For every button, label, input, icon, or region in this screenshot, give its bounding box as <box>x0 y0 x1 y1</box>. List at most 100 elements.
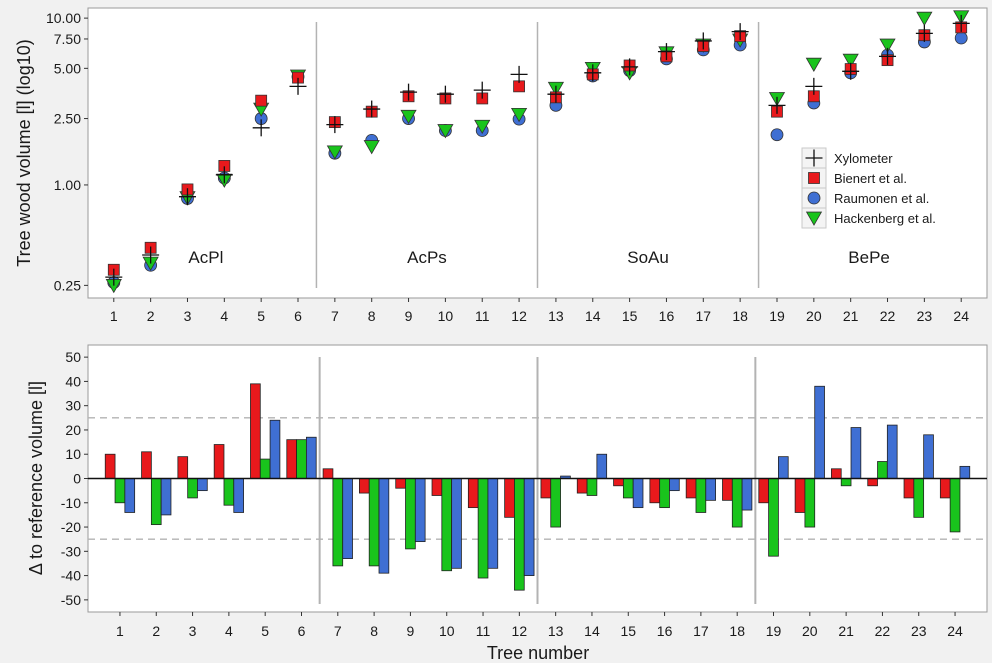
bar <box>504 478 515 518</box>
bar <box>233 478 244 513</box>
bar <box>632 478 644 509</box>
group-label: SoAu <box>627 248 669 267</box>
bar <box>886 424 898 479</box>
x-tick-label: 21 <box>843 308 859 324</box>
x-tick-label: 10 <box>439 623 455 639</box>
x-tick-label: 11 <box>476 623 491 639</box>
top-group-labels: AcPl AcPs SoAu BePe <box>188 248 889 267</box>
bar <box>259 458 271 479</box>
plus-marker <box>252 119 270 137</box>
triangle-marker <box>363 140 380 155</box>
bar <box>414 478 426 543</box>
bar <box>141 451 152 479</box>
x-tick-label: 1 <box>110 308 118 324</box>
x-tick-label: 12 <box>512 623 528 639</box>
bar <box>596 453 608 479</box>
bar <box>368 478 380 567</box>
bar <box>613 478 624 487</box>
y-tick-label: 0.25 <box>54 277 81 293</box>
bar <box>685 478 697 499</box>
bottom-group-separators <box>318 357 757 604</box>
x-tick-label: 20 <box>802 623 818 639</box>
y-tick-label: 1.00 <box>54 177 81 193</box>
top-y-axis-title: Tree wood volume [l] (log10) <box>14 39 34 266</box>
legend-label: Xylometer <box>834 151 893 166</box>
bottom-y-axis: -50 -40 -30 -20 -10 0 10 20 30 40 50 <box>61 349 88 608</box>
bar <box>622 478 634 499</box>
y-tick-label: -10 <box>61 495 81 511</box>
plus-marker <box>842 62 860 80</box>
x-tick-label: 9 <box>405 308 413 324</box>
plus-marker <box>768 96 786 114</box>
x-tick-label: 15 <box>620 623 636 639</box>
x-tick-label: 10 <box>438 308 454 324</box>
x-tick-label: 13 <box>548 308 564 324</box>
x-tick-label: 15 <box>622 308 638 324</box>
y-tick-label: 7.50 <box>54 31 81 47</box>
bar <box>451 478 462 569</box>
bar <box>114 478 126 504</box>
x-tick-label: 18 <box>732 308 748 324</box>
y-tick-label: 10.00 <box>46 10 81 26</box>
triangle-marker <box>437 124 454 139</box>
bar <box>923 434 934 479</box>
y-tick-label: 0 <box>73 471 81 487</box>
x-tick-label: 16 <box>659 308 675 324</box>
y-tick-label: -40 <box>61 568 81 584</box>
plus-marker <box>436 85 454 103</box>
bar <box>731 478 743 528</box>
x-tick-label: 16 <box>657 623 673 639</box>
x-tick-label: 21 <box>838 623 854 639</box>
plus-marker <box>326 116 344 134</box>
plus-marker <box>178 188 196 206</box>
x-tick-label: 17 <box>696 308 712 324</box>
bar <box>913 478 925 518</box>
bar-series-bienert-et-al <box>104 383 951 518</box>
circle-marker <box>807 191 821 205</box>
bar <box>160 478 172 516</box>
bar <box>903 478 915 499</box>
x-tick-label: 7 <box>334 623 342 639</box>
bar <box>342 478 353 559</box>
plus-marker <box>621 58 639 76</box>
x-tick-label: 22 <box>875 623 891 639</box>
plus-marker <box>473 81 491 99</box>
bar <box>177 456 189 479</box>
square-marker <box>255 94 268 107</box>
bar <box>359 478 370 494</box>
bar-series-hackenberg-et-al <box>114 439 961 591</box>
bottom-x-axis-title: Tree number <box>487 643 589 663</box>
x-tick-label: 11 <box>475 308 490 324</box>
triangle-marker <box>805 57 822 72</box>
circle-marker <box>770 128 784 142</box>
bar <box>124 478 136 513</box>
y-tick-label: 5.00 <box>54 60 81 76</box>
bar <box>332 478 344 567</box>
bar <box>523 478 535 576</box>
legend-label: Bienert et al. <box>834 171 907 186</box>
bar <box>305 436 317 479</box>
bar <box>296 439 307 479</box>
bar <box>104 453 116 479</box>
group-label: AcPl <box>188 248 223 267</box>
x-tick-label: 8 <box>370 623 378 639</box>
bar-series-raumonen-et-al <box>124 385 971 576</box>
triangle-marker <box>510 107 528 123</box>
y-tick-label: -20 <box>61 519 81 535</box>
bar <box>286 439 297 479</box>
x-tick-label: 17 <box>693 623 709 639</box>
top-y-axis: 0.25 1.00 2.50 5.00 7.50 10.00 <box>46 10 88 293</box>
group-label: AcPs <box>407 248 447 267</box>
bar <box>150 478 162 526</box>
plus-marker <box>584 64 602 82</box>
x-tick-label: 2 <box>152 623 160 639</box>
x-tick-label: 14 <box>584 623 600 639</box>
bar <box>550 478 561 528</box>
bar <box>213 444 225 479</box>
legend: Xylometer Bienert et al. Raumonen et al. Ha… <box>801 147 936 229</box>
x-tick-label: 7 <box>331 308 339 324</box>
bar <box>768 478 779 557</box>
bar <box>223 478 235 506</box>
y-tick-label: 40 <box>65 373 81 389</box>
